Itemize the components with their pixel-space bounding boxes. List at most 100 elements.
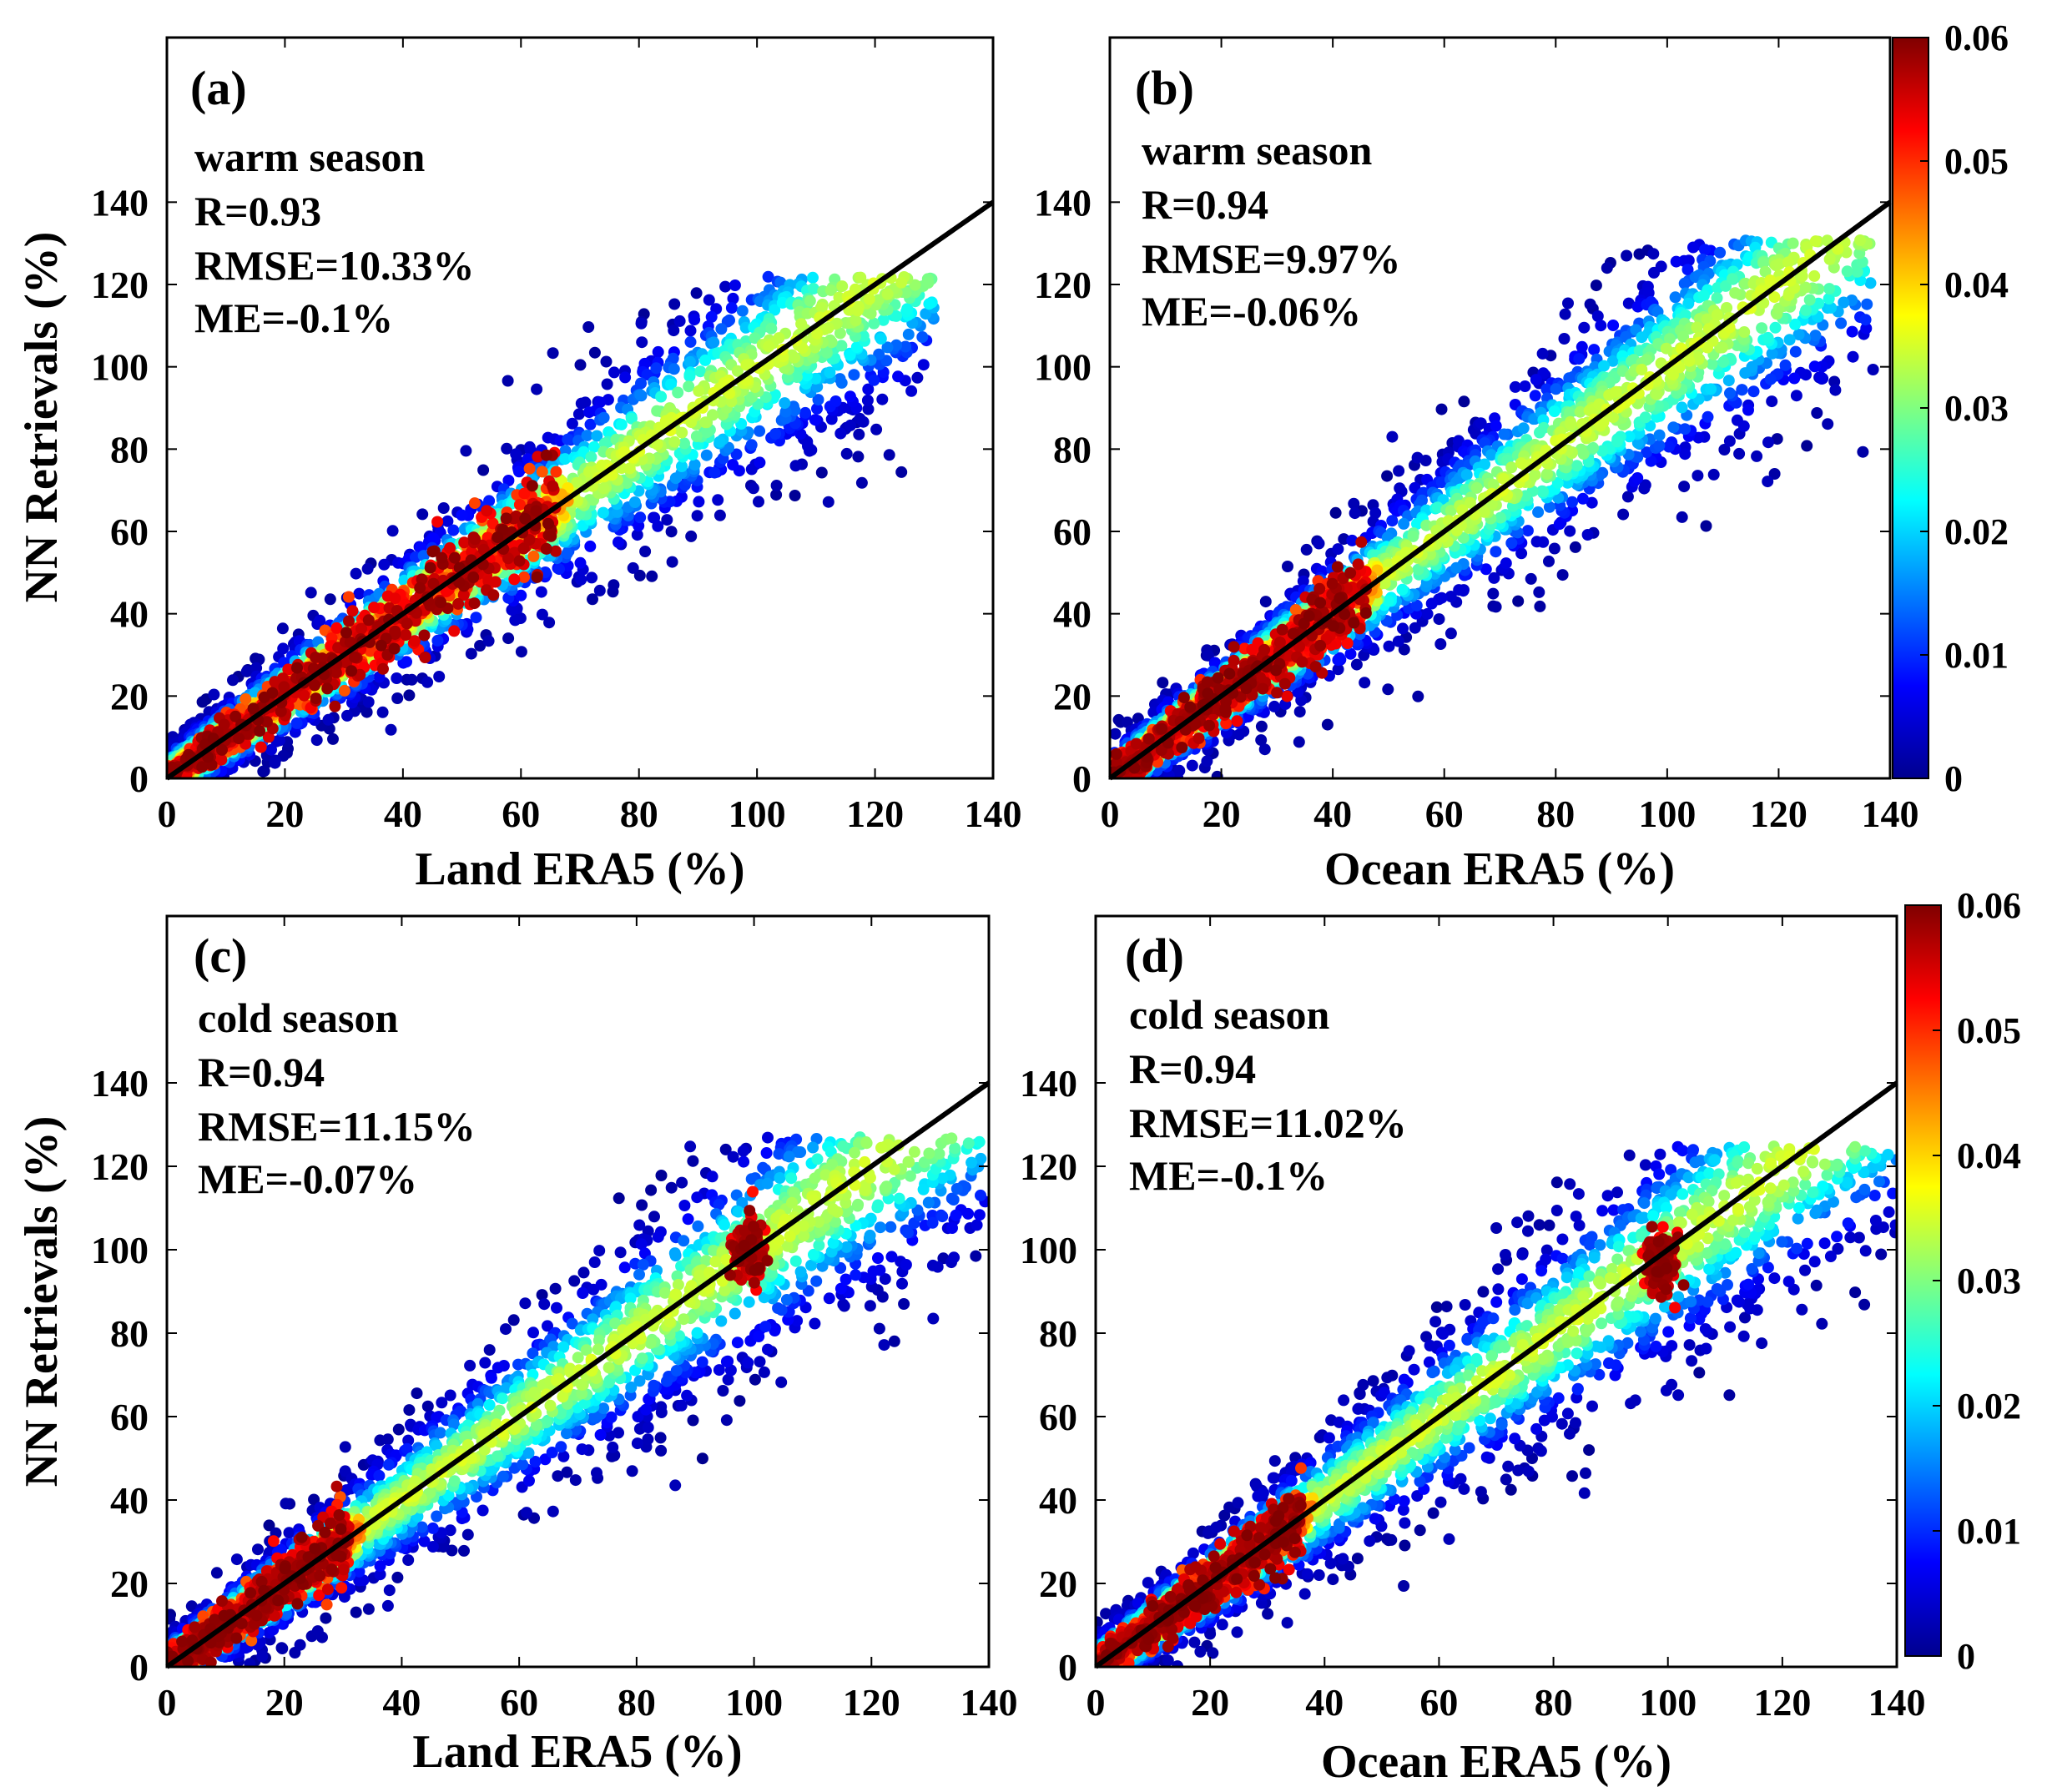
scatter-point [665,378,677,390]
scatter-point [1697,289,1710,302]
scatter-point [1444,627,1457,640]
scatter-point [1768,468,1781,480]
scatter-point [536,608,548,621]
scatter-point [690,430,703,442]
scatter-point [868,317,880,330]
scatter-point [1329,506,1342,519]
scatter-point [634,511,647,524]
scatter-point [502,632,515,645]
scatter-point [526,480,538,492]
scatter-point [862,403,875,415]
scatter-point [416,508,429,521]
scatter-point [492,531,504,544]
scatter-point [481,505,493,517]
scatter-point [905,385,918,397]
scatter-point [427,532,440,545]
scatter-point [561,547,573,560]
scatter-point [736,305,749,317]
scatter-point [723,441,734,454]
scatter-point [863,293,875,305]
scatter-point [1707,468,1720,481]
y-tick-label: 80 [110,428,149,471]
scatter-point [850,315,862,327]
scatter-point [665,526,678,538]
scatter-point [1692,431,1705,444]
scatter-point [517,542,530,555]
scatter-point [1737,420,1750,432]
scatter-point [1450,561,1462,574]
scatter-point [672,386,684,399]
x-tick-label: 60 [502,793,540,835]
scatter-point [597,482,610,495]
scatter-point [315,652,328,665]
scatter-point [881,288,894,300]
scatter-point [1724,387,1736,400]
scatter-point [536,466,548,478]
scatter-point [581,430,593,442]
scatter-point [500,512,512,525]
scatter-point [1533,586,1545,598]
scatter-point [619,371,632,384]
scatter-point [571,476,583,489]
scatter-point [377,662,389,675]
scatter-point [1717,355,1730,368]
scatter-point [562,433,574,445]
r-stat: R=0.93 [194,188,321,234]
scatter-point [812,394,824,406]
scatter-point [1835,317,1848,330]
scatter-point [877,314,890,326]
scatter-point [824,284,837,296]
scatter-point [435,596,447,609]
scatter-point [1787,237,1799,249]
scatter-point [769,304,781,316]
scatter-point [627,561,639,574]
scatter-point [1255,734,1268,747]
scatter-point [1764,274,1777,286]
scatter-point [458,536,471,549]
scatter-point [688,459,701,471]
scatter-point [586,571,598,584]
scatter-point [509,614,522,627]
scatter-point [694,365,707,378]
scatter-point [530,505,542,517]
scatter-point [822,496,834,508]
scatter-point [789,490,801,501]
scatter-point [1679,423,1692,435]
scatter-point [386,525,399,537]
scatter-point [1729,287,1742,300]
scatter-point [346,605,359,617]
scatter-point [1783,334,1796,346]
scatter-point [683,380,695,393]
scatter-point [1808,360,1821,373]
scatter-point [1412,563,1424,576]
scatter-point [1534,600,1546,612]
scatter-point [469,533,481,546]
scatter-point [1521,525,1534,537]
scatter-point [763,340,775,353]
scatter-point [1505,537,1518,549]
scatter-point [240,665,253,677]
scatter-point [1705,383,1717,395]
scatter-point [851,305,864,317]
scatter-point [807,271,819,284]
scatter-point [1359,677,1371,689]
panel-letter: (a) [190,61,247,115]
scatter-point [1633,345,1646,357]
scatter-point [1157,677,1169,689]
scatter-point [416,573,428,586]
scatter-point [857,415,870,428]
scatter-point [1344,647,1357,660]
scatter-point [699,354,712,366]
scatter-point [1537,536,1550,548]
scatter-point [625,412,638,425]
scatter-point [715,323,728,335]
scatter-point [1297,575,1309,587]
scatter-point [314,614,326,627]
scatter-point [608,579,620,591]
scatter-point [861,394,874,406]
scatter-point [862,383,875,395]
y-axis-label: NN Retrievals (%) [16,232,68,603]
scatter-point [1706,358,1718,370]
